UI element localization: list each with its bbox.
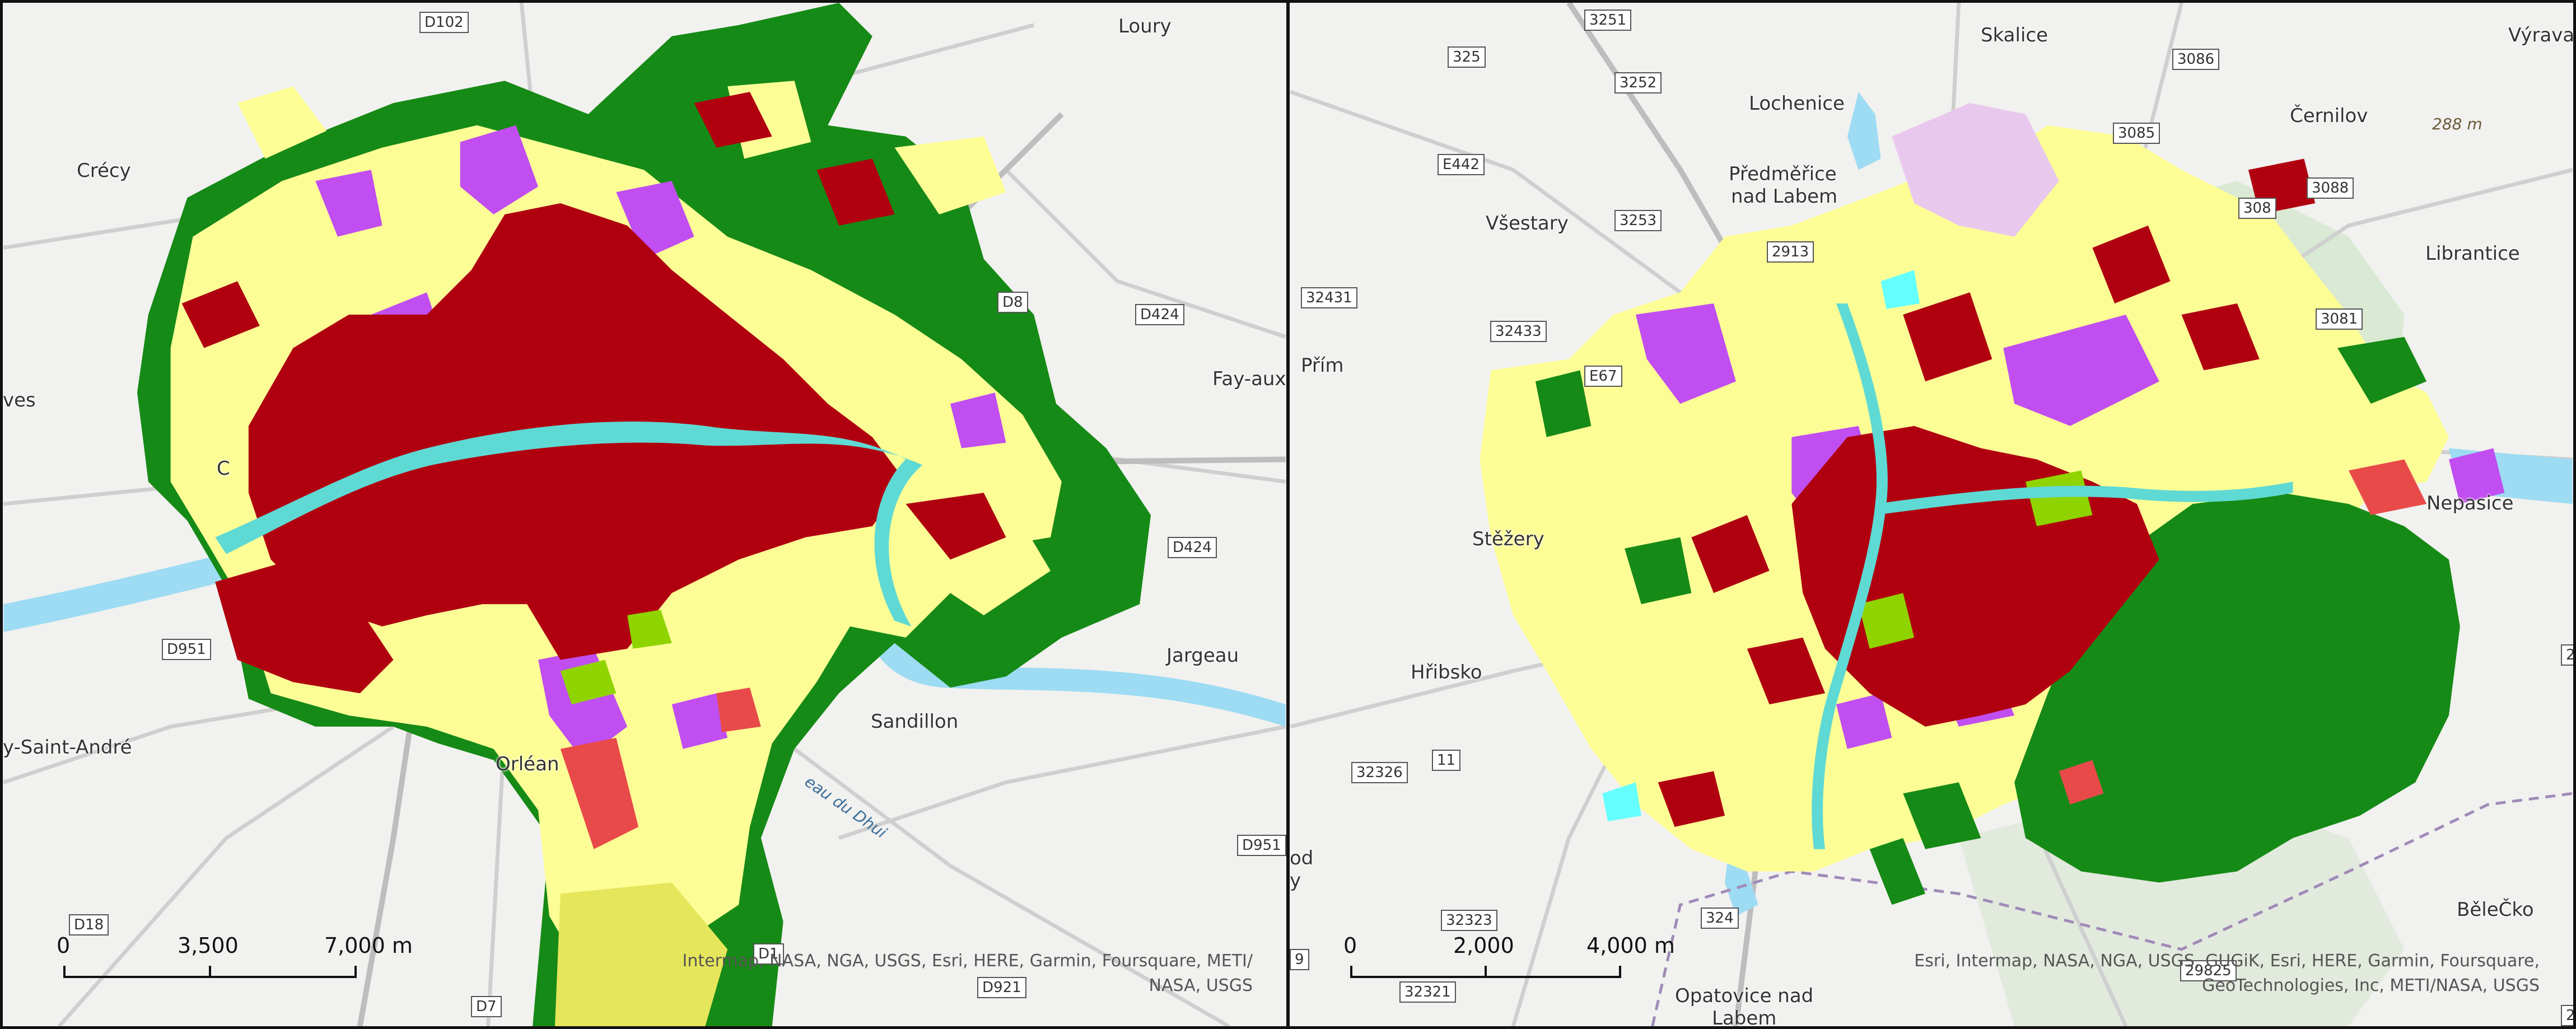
loire-river-urban (215, 422, 923, 626)
place-label: Všestary (1486, 212, 1569, 235)
road-shield: 9 (1290, 949, 1309, 970)
scale-label-max: 7,000 m (324, 933, 413, 958)
road-shield: D951 (162, 639, 211, 660)
right-map-panel[interactable]: Výrava Skalice Lochenice Černilov Předmě… (1287, 0, 2576, 1029)
attribution-line: NASA, USGS (1149, 976, 1253, 995)
place-label: Jargeau (1166, 644, 1239, 667)
road-shield: D951 (1237, 835, 1286, 856)
scale-label-mid: 3,500 (178, 933, 239, 958)
left-scale-bar (63, 966, 357, 978)
scale-label-max: 4,000 m (1586, 933, 1675, 958)
road-shield: 324 (1701, 908, 1739, 929)
road-shield: 3086 (2172, 49, 2220, 70)
place-label: Výrava (2508, 24, 2575, 46)
attribution-line: Esri, Intermap, NASA, NGA, USGS, GUGiK, … (1914, 951, 2540, 971)
attribution-line: Intermap, NASA, NGA, USGS, Esri, HERE, G… (682, 951, 1253, 971)
road-shield: E67 (1584, 366, 1622, 387)
place-label: Černilov (2290, 105, 2368, 127)
road-shield: D8 (997, 292, 1028, 313)
road-shield: 3252 (1614, 72, 1662, 93)
place-label: Librantice (2425, 242, 2520, 265)
place-label: Stěžery (1472, 528, 1544, 550)
scale-label-mid: 2,000 (1453, 933, 1514, 958)
left-map-panel[interactable]: Loury Crécy Fay-aux- ves Jargeau Sandill… (0, 0, 1289, 1029)
place-label: Přím (1301, 354, 1344, 377)
road-shield: 3088 (2307, 177, 2354, 199)
place-label: od (1290, 847, 1314, 869)
road-shield: 2 (2561, 1005, 2573, 1026)
road-shield: D18 (69, 914, 109, 936)
road-shield: D424 (1168, 537, 1217, 558)
place-label: ves (3, 389, 36, 411)
road-shield: D102 (419, 12, 469, 33)
place-label: Lochenice (1749, 92, 1845, 115)
place-label: BěleČko (2457, 899, 2534, 921)
road-shield: 32326 (1351, 762, 1408, 783)
attribution-line: GeoTechnologies, Inc, METI/NASA, USGS (2202, 976, 2540, 995)
place-label: Předměřice (1729, 163, 1837, 185)
left-map-canvas[interactable] (3, 3, 1286, 1026)
road-shield: D921 (977, 977, 1026, 998)
place-label: Labem (1712, 1007, 1777, 1029)
road-shield: D424 (1135, 304, 1184, 325)
place-label: Nepasice (2426, 492, 2514, 514)
road-shield: 32321 (1399, 981, 1456, 1003)
place-label: Loury (1118, 15, 1172, 38)
place-label: Skalice (1981, 24, 2048, 46)
place-label: y (1290, 869, 1301, 892)
road-shield: 29825 (2180, 960, 2237, 981)
road-shield: E442 (1438, 154, 1485, 175)
place-label: Orléan (496, 753, 559, 775)
scale-label-0: 0 (1343, 933, 1357, 958)
elevation-label: 288 m (2432, 115, 2482, 133)
place-label: Sandillon (871, 710, 959, 733)
place-label: Hřibsko (1411, 661, 1482, 684)
road-shield: 325 (1448, 46, 1486, 68)
left-attribution: Intermap, NASA, NGA, USGS, Esri, HERE, G… (683, 949, 1253, 998)
place-label: Opatovice nad (1675, 985, 1814, 1007)
place-label: Fay-aux- (1212, 368, 1289, 390)
right-scale-bar (1350, 966, 1621, 978)
place-label: Crécy (77, 160, 131, 182)
scale-label-0: 0 (57, 933, 71, 958)
road-shield: 32433 (1490, 321, 1547, 342)
place-label: y-Saint-André (3, 736, 132, 759)
road-shield: D1 (753, 943, 784, 965)
road-shield: 3251 (1584, 10, 1632, 31)
road-shield: 3081 (2316, 308, 2363, 330)
place-label: nad Labem (1731, 185, 1838, 208)
road-shield: 3253 (1614, 210, 1662, 231)
admin-boundary (1651, 792, 2573, 1026)
road-shield: 3085 (2113, 123, 2160, 144)
road-shield: 32323 (1441, 910, 1497, 931)
right-map-canvas[interactable] (1290, 3, 2573, 1026)
road-shield: 11 (1432, 750, 1461, 771)
road-shield: 29 (2561, 644, 2573, 666)
loire-river (3, 435, 1286, 727)
right-attribution: Esri, Intermap, NASA, NGA, USGS, GUGiK, … (1914, 949, 2540, 998)
place-label: C (217, 457, 230, 480)
road-shield: 308 (2238, 198, 2276, 219)
road-shield: D7 (471, 996, 502, 1017)
road-shield: 2913 (1767, 241, 1814, 263)
road-shield: 32431 (1301, 287, 1357, 308)
